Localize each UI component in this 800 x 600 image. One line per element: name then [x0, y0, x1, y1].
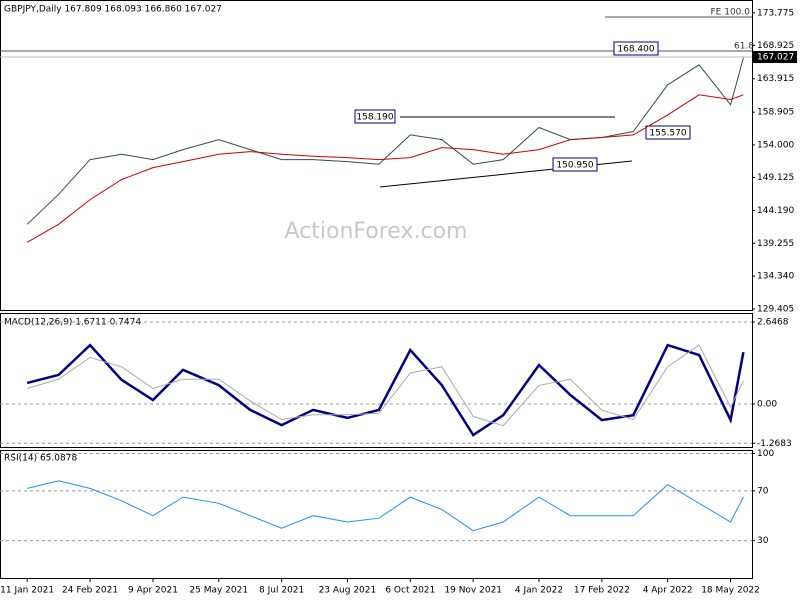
y-tick-label: 144.190: [757, 206, 794, 216]
x-tick-label: 23 Aug 2021: [319, 586, 377, 596]
annotation: 61.8: [734, 42, 754, 52]
x-tick-label: 19 Nov 2021: [444, 586, 502, 596]
y-tick-label: 134.340: [757, 272, 794, 282]
x-tick-label: 9 Apr 2021: [128, 586, 178, 596]
panel-title: MACD(12,26,9) 1.6711 0.7474: [4, 318, 141, 328]
x-tick-label: 8 Jul 2021: [259, 586, 304, 596]
y-tick-label: 149.125: [757, 173, 794, 183]
annotation-box: [613, 41, 659, 56]
x-tick-label: 4 Apr 2022: [643, 586, 693, 596]
annotation: 168.400: [617, 45, 654, 55]
series-line: [26, 343, 745, 437]
chart-title: GBPJPY,Daily 167.809 168.093 166.860 167…: [4, 5, 222, 15]
y-tick-label: 168.925: [757, 41, 794, 51]
x-tick-label: 4 Jan 2022: [515, 586, 563, 596]
macd-panel: [0, 313, 753, 448]
series-line: [26, 94, 744, 243]
annotation: 158.190: [356, 113, 393, 123]
last-price-label: 167.027: [757, 53, 794, 63]
y-tick-label: 154.000: [757, 140, 794, 150]
series-line: [27, 480, 744, 532]
annotation: 150.950: [556, 161, 593, 171]
annotation-box: [552, 157, 598, 172]
rsi-panel: [0, 450, 753, 579]
y-tick-label: 139.255: [757, 239, 794, 249]
y-tick-label: 100: [757, 449, 774, 459]
x-tick-label: 11 Jan 2021: [0, 586, 54, 596]
x-tick-label: 17 Feb 2022: [574, 586, 630, 596]
y-tick-label: 70: [757, 486, 769, 496]
y-tick-label: 163.915: [757, 74, 794, 84]
watermark: ActionForex.com: [285, 219, 468, 244]
series-line: [26, 57, 744, 225]
x-tick-label: 24 Feb 2021: [62, 586, 118, 596]
annotation-box: [354, 109, 396, 124]
last-price-box: [753, 51, 797, 63]
y-tick-label: 30: [757, 536, 769, 546]
y-tick-label: 173.775: [757, 8, 794, 18]
price-panel: [0, 0, 753, 311]
x-tick-label: 25 May 2021: [189, 586, 248, 596]
y-tick-label: 2.6468: [757, 317, 789, 327]
panel-title: RSI(14) 65.0878: [4, 454, 77, 464]
x-tick-label: 18 May 2022: [701, 586, 760, 596]
annotation: 155.570: [649, 129, 686, 139]
annotation: FE 100.0: [711, 8, 751, 18]
y-tick-label: 0.00: [757, 399, 777, 409]
y-tick-label: 129.405: [757, 305, 794, 315]
series-line: [27, 344, 744, 427]
x-tick-label: 6 Oct 2021: [385, 586, 435, 596]
y-tick-label: -1.2683: [757, 439, 792, 449]
y-tick-label: 158.905: [757, 108, 794, 118]
annotation-box: [645, 125, 691, 140]
